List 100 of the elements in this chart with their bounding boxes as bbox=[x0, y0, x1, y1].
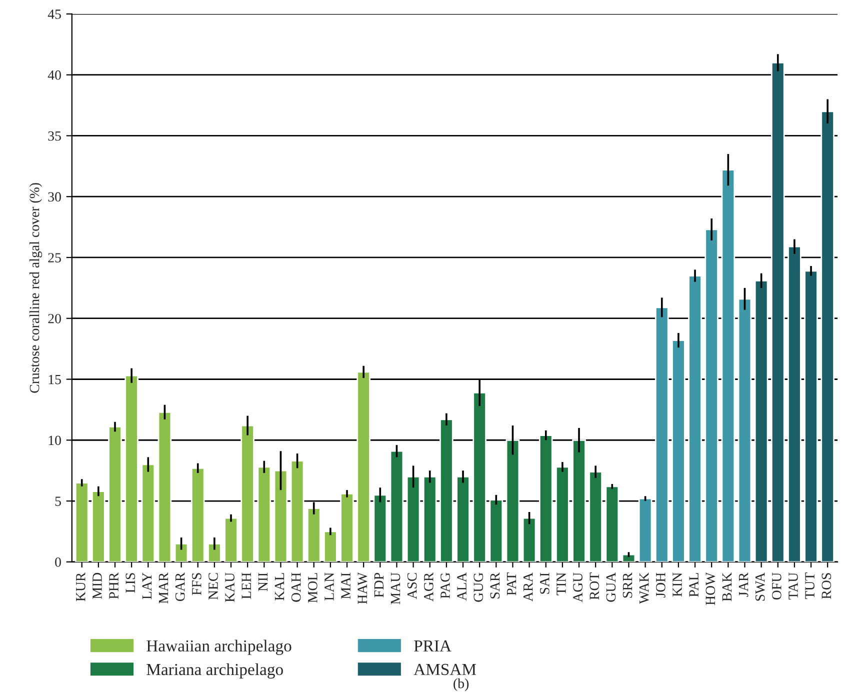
x-tick-label: BAK bbox=[722, 572, 732, 602]
legend-label: Mariana archipelago bbox=[146, 663, 283, 679]
x-tick-label: ROT bbox=[590, 572, 600, 600]
bar bbox=[406, 476, 420, 562]
bar bbox=[290, 460, 304, 562]
y-tick-label: 45 bbox=[48, 10, 61, 19]
bar bbox=[456, 476, 470, 562]
x-tick-label: LAY bbox=[142, 572, 152, 600]
x-tick-label: TUT bbox=[805, 572, 814, 600]
bar bbox=[390, 450, 404, 562]
legend-label: AMSAM bbox=[414, 664, 476, 676]
x-tick-label: MAU bbox=[390, 572, 400, 604]
bar bbox=[240, 424, 254, 562]
y-axis-title: Crustose coralline red algal cover (%) bbox=[29, 183, 42, 393]
x-tick-label: FDP bbox=[374, 572, 384, 598]
bar bbox=[356, 371, 370, 562]
bar bbox=[704, 228, 718, 562]
x-tick-label: JOH bbox=[656, 572, 666, 598]
bar bbox=[721, 169, 736, 562]
x-tick-label: ARA bbox=[523, 572, 533, 602]
x-tick-label: MAI bbox=[341, 572, 350, 599]
x-tick-label: OFU bbox=[772, 572, 782, 600]
bar bbox=[605, 486, 620, 562]
x-tick-label: OAH bbox=[291, 572, 301, 602]
legend-label: Hawaiian archipelago bbox=[146, 640, 292, 655]
bar bbox=[572, 439, 586, 562]
y-tick-label: 20 bbox=[48, 314, 61, 324]
x-tick-label: SRR bbox=[622, 572, 632, 598]
legend-label: PRIA bbox=[414, 640, 452, 652]
x-tick-label: GUG bbox=[474, 572, 484, 602]
x-tick-label: MID bbox=[92, 572, 102, 599]
bar bbox=[770, 62, 785, 562]
x-tick-label: SAI bbox=[540, 572, 550, 594]
bar bbox=[74, 482, 89, 562]
bar bbox=[556, 466, 570, 562]
bar bbox=[340, 493, 354, 562]
bar bbox=[306, 508, 321, 562]
bar bbox=[688, 275, 702, 562]
bar bbox=[638, 498, 652, 562]
x-tick-label: AGU bbox=[573, 572, 582, 602]
x-tick-label: ROS bbox=[822, 573, 832, 599]
bar bbox=[422, 476, 437, 562]
bar bbox=[820, 110, 835, 562]
y-tick-label: 10 bbox=[48, 436, 61, 446]
x-tick-label: WAK bbox=[639, 572, 649, 604]
text: (b) bbox=[454, 678, 469, 692]
bar bbox=[489, 499, 504, 562]
y-tick-label: 30 bbox=[48, 192, 61, 202]
x-tick-label: PHR bbox=[109, 572, 118, 599]
bar bbox=[208, 542, 222, 562]
bar bbox=[588, 471, 602, 562]
bar bbox=[158, 411, 172, 562]
x-tick-label: TAU bbox=[788, 572, 798, 600]
x-tick-label: KUR bbox=[76, 572, 86, 602]
x-tick-label: TIN bbox=[556, 572, 566, 596]
x-tick-label: LAN bbox=[324, 572, 334, 600]
x-tick-label: HAW bbox=[358, 572, 368, 604]
bar bbox=[788, 246, 802, 562]
bar bbox=[224, 517, 238, 562]
bar bbox=[124, 374, 138, 562]
x-tick-label: JAR bbox=[738, 572, 748, 597]
x-tick-label: GAR bbox=[175, 572, 185, 602]
bar bbox=[804, 270, 818, 562]
y-tick-label: 25 bbox=[48, 253, 61, 262]
bar bbox=[672, 340, 686, 562]
x-tick-label: PAL bbox=[689, 573, 698, 597]
x-tick-label: MOL bbox=[308, 573, 318, 603]
y-tick-label: 0 bbox=[55, 557, 61, 567]
x-tick-label: MAR bbox=[158, 572, 168, 604]
x-tick-label: NEC bbox=[208, 573, 218, 600]
x-tick-label: GUA bbox=[606, 572, 616, 602]
bar bbox=[440, 418, 454, 562]
bar bbox=[538, 434, 553, 562]
bar bbox=[373, 494, 388, 562]
x-tick-label: SAR bbox=[490, 572, 500, 598]
bar bbox=[738, 298, 752, 562]
x-tick-label: KIN bbox=[672, 572, 682, 597]
bar bbox=[324, 530, 338, 562]
bar bbox=[654, 306, 669, 562]
y-tick-label: 5 bbox=[55, 496, 61, 506]
x-tick-label: KAU bbox=[225, 572, 234, 602]
x-tick-label: PAG bbox=[440, 572, 450, 598]
bar bbox=[274, 470, 288, 562]
y-tick-label: 35 bbox=[48, 131, 61, 141]
bar bbox=[190, 467, 205, 562]
bar bbox=[141, 464, 156, 562]
bar bbox=[257, 466, 272, 562]
x-tick-label: ALA bbox=[457, 572, 466, 601]
bar bbox=[92, 490, 106, 562]
x-tick-label: PAT bbox=[506, 572, 516, 596]
bar bbox=[522, 517, 536, 562]
x-tick-label: FFS bbox=[192, 573, 202, 596]
bar bbox=[506, 439, 520, 562]
y-tick-label: 40 bbox=[48, 70, 61, 80]
x-tick-label: AGR bbox=[424, 572, 434, 602]
bar bbox=[754, 280, 768, 562]
x-tick-label: KAL bbox=[274, 573, 284, 600]
x-tick-label: SWA bbox=[755, 572, 765, 601]
bar bbox=[472, 392, 486, 562]
x-tick-label: LIS bbox=[126, 573, 136, 593]
